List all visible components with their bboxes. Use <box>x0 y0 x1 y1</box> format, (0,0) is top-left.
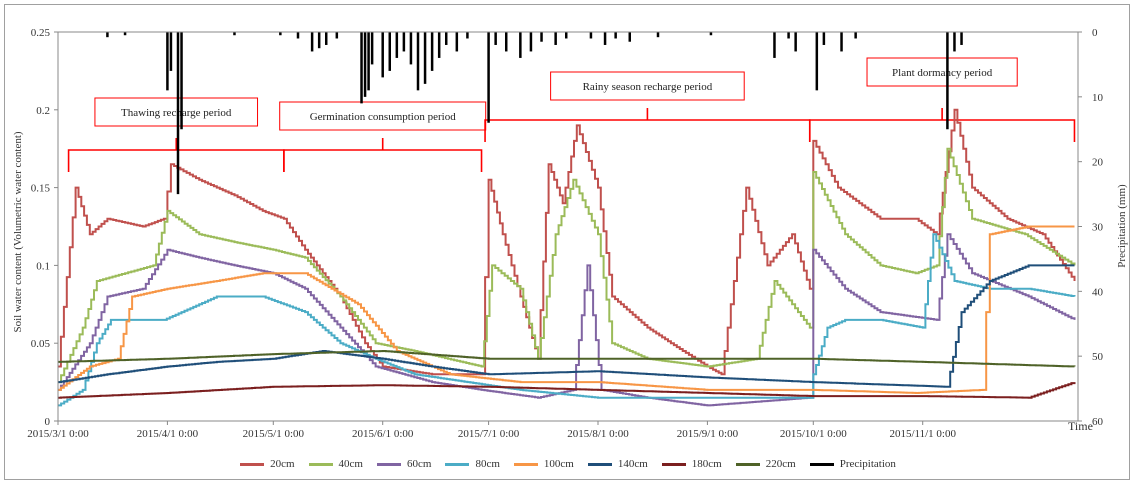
series-line-20cm <box>58 108 1076 376</box>
legend-swatch <box>661 462 686 466</box>
legend-item: 20cm <box>240 458 295 470</box>
x-tick-label: 2015/8/1 0:00 <box>567 428 629 440</box>
legend-label: 140cm <box>617 458 648 470</box>
period-box <box>279 101 487 131</box>
y-tick-label: 0.05 <box>31 338 51 350</box>
period-bracket <box>283 138 483 172</box>
legend-swatch <box>735 462 760 466</box>
series-line-40cm <box>58 147 1076 384</box>
legend-label: 60cm <box>406 458 432 470</box>
period-bracket <box>808 108 1076 142</box>
periods-layer: Thawing recharge period Germination consu… <box>67 57 1076 172</box>
legend-label: 180cm <box>691 458 722 470</box>
legend-swatch <box>587 462 612 466</box>
period-label: Thawing recharge period <box>121 107 232 119</box>
x-tick-label: 2015/6/1 0:00 <box>352 428 414 440</box>
period-box <box>866 57 1018 87</box>
y2-tick-label: 0 <box>1092 27 1098 39</box>
series-layer <box>58 108 1076 407</box>
period-label: Germination consumption period <box>310 111 457 123</box>
y-tick-label: 0.15 <box>31 183 51 195</box>
series-line-180cm <box>58 382 1076 399</box>
series-line-140cm <box>58 264 1075 388</box>
period-box <box>94 97 259 127</box>
y-tick-label: 0.25 <box>31 27 51 39</box>
legend-item: Precipitation <box>809 458 896 470</box>
legend-label: 100cm <box>543 458 574 470</box>
legend-label: 80cm <box>475 458 500 470</box>
period-label: Plant dormancy period <box>892 67 993 79</box>
series-line-100cm <box>58 225 1075 394</box>
legend-swatch <box>513 462 538 466</box>
period-box <box>550 71 745 101</box>
legend-label: Precipitation <box>839 458 896 470</box>
legend-swatch <box>308 462 333 466</box>
x-tick-label: 2015/4/1 0:00 <box>137 428 199 440</box>
y2-tick-label: 20 <box>1092 157 1104 169</box>
legend-swatch <box>376 462 401 466</box>
x-tick-label: 2015/7/1 0:00 <box>458 428 520 440</box>
x-tick-label: 2015/10/1 0:00 <box>780 428 847 440</box>
legend-item: 80cm <box>445 458 500 470</box>
legend-item: 140cm <box>587 458 648 470</box>
axes-layer: 0 0.05 0.1 0.15 0.2 0.25 0 10 20 30 40 50 60 2015/3/1… <box>27 27 1103 440</box>
x-tick-label: 2015/11/1 0:00 <box>889 428 956 440</box>
legend-item: 60cm <box>376 458 432 470</box>
legend-item: 180cm <box>661 458 722 470</box>
y-tick-label: 0 <box>45 416 51 428</box>
x-axis-label: Time <box>1068 419 1093 433</box>
y-tick-label: 0.1 <box>36 260 50 272</box>
x-tick-label: 2015/9/1 0:00 <box>677 428 739 440</box>
period-label: Rainy season recharge period <box>583 81 713 93</box>
legend-swatch <box>240 462 265 466</box>
y2-tick-label: 50 <box>1092 351 1104 363</box>
legend: 20cm 40cm 60cm 80cm 100cm 140cm 180cm 220cm Prec… <box>0 458 1136 470</box>
period-bracket <box>484 108 811 142</box>
y2-tick-label: 40 <box>1092 286 1104 298</box>
legend-label: 220cm <box>765 458 796 470</box>
x-tick-label: 2015/3/1 0:00 <box>27 428 89 440</box>
chart-frame <box>4 4 1130 480</box>
legend-item: 100cm <box>513 458 574 470</box>
series-line-60cm <box>58 233 1076 407</box>
y2-tick-label: 10 <box>1092 92 1104 104</box>
legend-item: 220cm <box>735 458 796 470</box>
y-axis-label: Soil water content (Volumetric water con… <box>12 131 24 332</box>
precipitation-layer <box>106 32 963 195</box>
legend-swatch <box>809 462 834 466</box>
series-line-220cm <box>58 350 1076 368</box>
legend-label: 20cm <box>270 458 295 470</box>
legend-item: 40cm <box>308 458 363 470</box>
y-tick-label: 0.2 <box>36 105 50 117</box>
legend-swatch <box>445 462 470 466</box>
y2-axis-label: Precipitation (mm) <box>1116 184 1128 268</box>
legend-label: 40cm <box>338 458 363 470</box>
y2-tick-label: 30 <box>1092 222 1104 234</box>
y2-tick-label: 60 <box>1092 416 1104 428</box>
series-line-80cm <box>58 233 1076 407</box>
x-tick-label: 2015/5/1 0:00 <box>243 428 305 440</box>
